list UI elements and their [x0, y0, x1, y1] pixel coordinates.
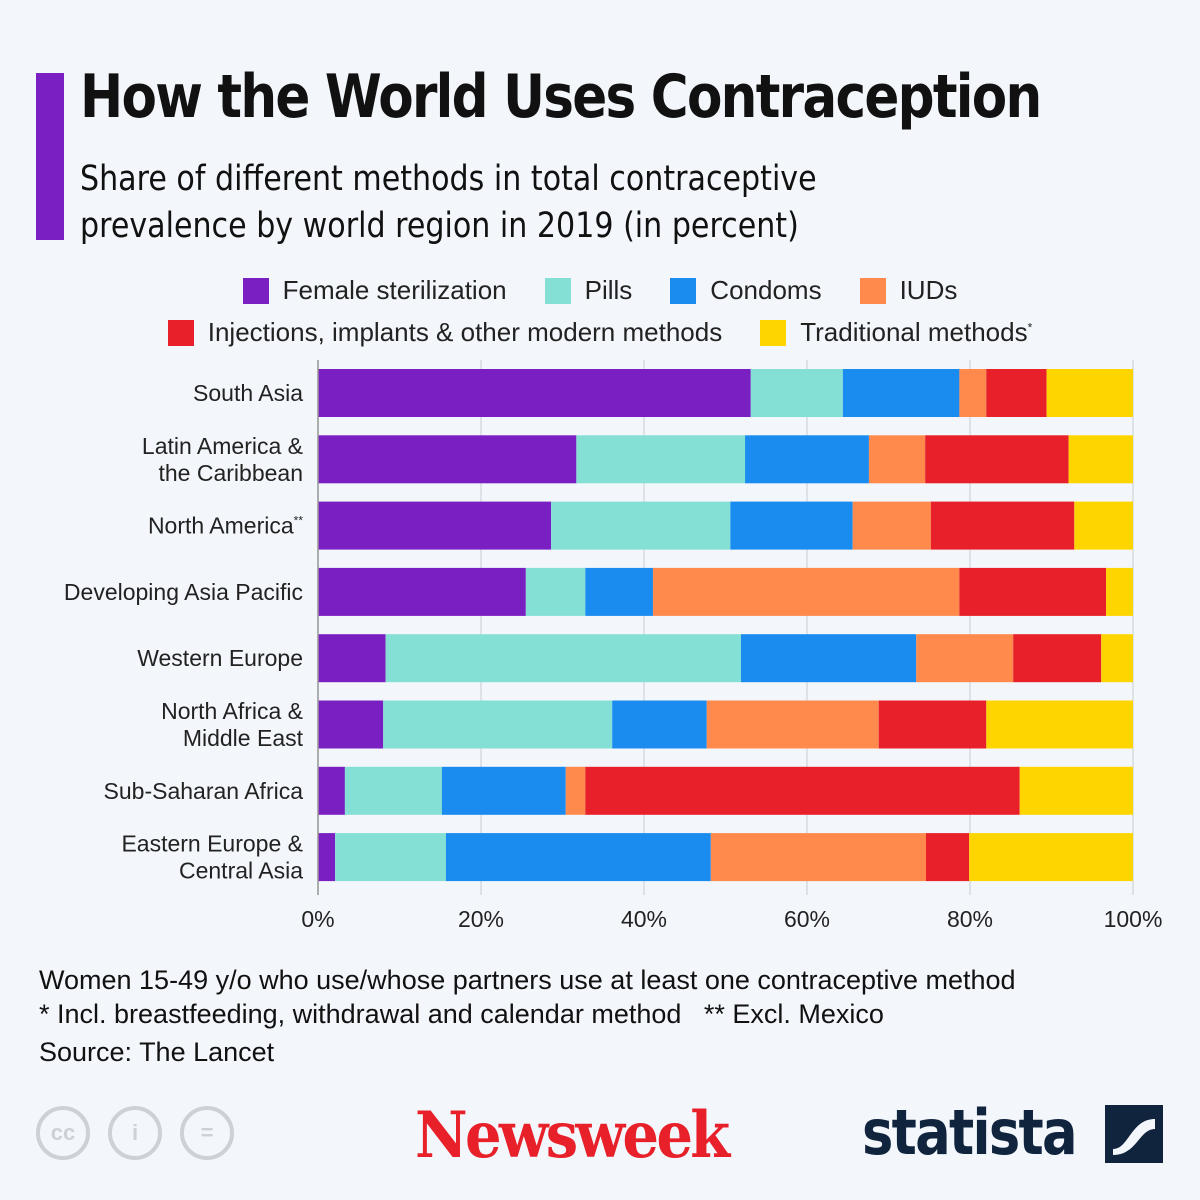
legend-swatch [760, 319, 787, 346]
newsweek-logo: Newsweek [415, 1098, 730, 1173]
bar-segment [551, 501, 731, 550]
bar-segment [441, 766, 566, 815]
population-note: Women 15-49 y/o who use/whose partners u… [39, 965, 1016, 995]
bar-segment [335, 833, 446, 882]
category-label: Latin America & the Caribbean [142, 433, 303, 486]
bar-segment [925, 833, 970, 882]
source-text: Source: The Lancet [39, 1037, 275, 1067]
bar-segment [318, 369, 751, 417]
legend-item: Condoms [670, 275, 822, 306]
legend-label: Pills [584, 275, 633, 305]
bar-segment [1106, 567, 1133, 616]
bar-segment [318, 567, 526, 616]
legend-swatch [544, 277, 571, 304]
bar-segment [385, 634, 741, 683]
x-tick-label: 20% [458, 906, 504, 932]
legend-footnote-marker: * [1027, 320, 1033, 335]
bar-segment [318, 435, 577, 484]
title-accent-bar [36, 73, 64, 240]
bar-segment [986, 369, 1047, 417]
legend-label: Traditional methods* [800, 317, 1033, 347]
x-tick-label: 60% [784, 906, 830, 932]
legend-swatch [670, 277, 697, 304]
bar-segment [652, 567, 960, 616]
legend-item: Injections, implants & other modern meth… [167, 317, 723, 348]
bar-segment [878, 700, 987, 749]
bar-segment [1019, 766, 1133, 815]
bar-segment [383, 700, 613, 749]
attribution-icon: i [108, 1106, 162, 1160]
category-label: North Africa & Middle East [161, 698, 303, 751]
category-label: South Asia [193, 380, 303, 406]
legend-item: Pills [544, 275, 633, 306]
chart-title: How the World Uses Contraception [80, 62, 1042, 132]
bar-segment [318, 634, 386, 683]
bar-segment [916, 634, 1014, 683]
legend-item: IUDs [859, 275, 958, 306]
bar-segment [986, 700, 1133, 749]
bar-segment [969, 833, 1133, 882]
legend-row: Injections, implants & other modern meth… [0, 317, 1200, 348]
bar-segment [1074, 501, 1133, 550]
bar-segment [576, 435, 746, 484]
bar-segment [1068, 435, 1133, 484]
bar-segment [565, 766, 586, 815]
footnotes: Women 15-49 y/o who use/whose partners u… [39, 963, 1016, 1031]
bar-segment [868, 435, 926, 484]
legend-item: Female sterilization [242, 275, 507, 306]
footnote-text: * Incl. breastfeeding, withdrawal and ca… [39, 999, 884, 1029]
bar-segment [1013, 634, 1102, 683]
legend-label: Condoms [710, 275, 822, 305]
bar-segment [525, 567, 586, 616]
bar-segment [959, 369, 987, 417]
x-tick-label: 40% [621, 906, 667, 932]
bar-segment [585, 766, 1020, 815]
bar-segment [842, 369, 960, 417]
bar-segment [1101, 634, 1133, 683]
statista-logo: statista [862, 1096, 1078, 1169]
x-tick-label: 0% [301, 906, 334, 932]
legend-label: Female sterilization [282, 275, 507, 305]
legend-swatch [859, 277, 886, 304]
bar-segment [318, 700, 384, 749]
bar-segment [612, 700, 707, 749]
bar-segment [852, 501, 931, 550]
no-derivatives-icon: = [180, 1106, 234, 1160]
chart-subtitle: Share of different methods in total cont… [80, 156, 817, 250]
bar-segment [730, 501, 853, 550]
category-label: Sub-Saharan Africa [104, 778, 304, 804]
cc-icon: cc [36, 1106, 90, 1160]
bar-segment [925, 435, 1069, 484]
subtitle-line: prevalence by world region in 2019 (in p… [80, 206, 799, 246]
legend-label: Injections, implants & other modern meth… [207, 317, 723, 347]
bar-segment [706, 700, 879, 749]
bar-segment [740, 634, 917, 683]
category-label: Developing Asia Pacific [64, 579, 303, 605]
bar-segment [318, 833, 336, 882]
bar-segment [344, 766, 442, 815]
statista-logo-icon [1105, 1105, 1163, 1163]
x-tick-label: 80% [947, 906, 993, 932]
bar-segment [930, 501, 1075, 550]
legend-swatch [242, 277, 269, 304]
bar-segment [750, 369, 843, 417]
legend-row: Female sterilization Pills Condoms IUDs [0, 275, 1200, 306]
bar-segment [959, 567, 1107, 616]
bar-segment [745, 435, 869, 484]
subtitle-line: Share of different methods in total cont… [80, 159, 817, 199]
x-tick-label: 100% [1104, 906, 1163, 932]
legend-item: Traditional methods* [760, 317, 1032, 348]
category-label: Eastern Europe & Central Asia [121, 831, 303, 884]
bar-segment [1046, 369, 1133, 417]
bar-segment [318, 501, 552, 550]
legend-swatch [167, 319, 194, 346]
legend-label: IUDs [899, 275, 958, 305]
category-label: North America** [148, 513, 303, 539]
category-label: Western Europe [137, 645, 303, 671]
bar-segment [710, 833, 926, 882]
bar-segment [318, 766, 345, 815]
bar-segment [585, 567, 653, 616]
bar-segment [445, 833, 711, 882]
